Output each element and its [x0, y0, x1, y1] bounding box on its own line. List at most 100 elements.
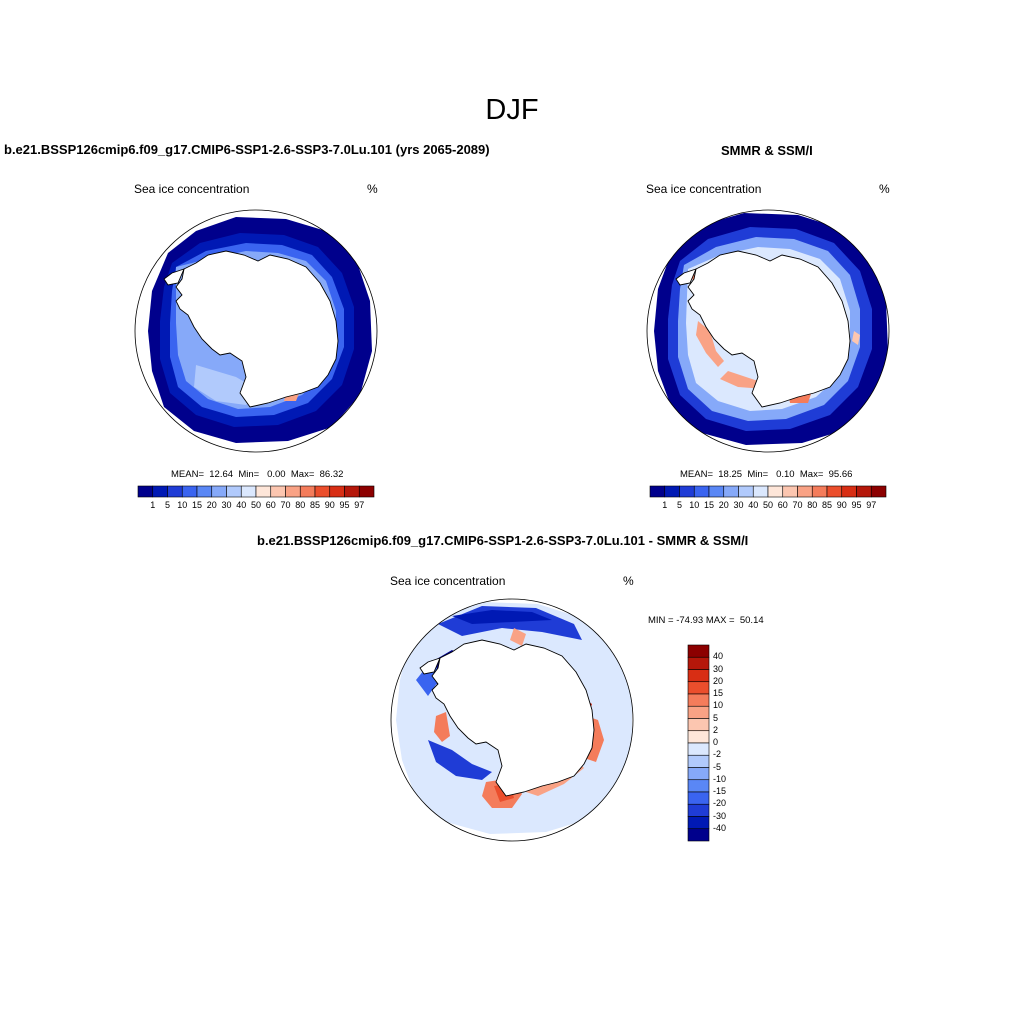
- colorbar-diff-tick-label: -40: [713, 822, 727, 833]
- colorbar-obs-cell: [826, 485, 843, 498]
- map-border-diff: [390, 598, 634, 842]
- colorbar-obs-tick-label: 70: [792, 500, 803, 510]
- colorbar-diff-cell: [687, 803, 710, 817]
- map-diff: [391, 599, 633, 841]
- colorbar-diff-tick-label: -15: [713, 786, 727, 796]
- colorbar-diff-cell: [687, 730, 710, 744]
- colorbar-obs-tick-label: 20: [718, 500, 729, 510]
- colorbar-model-cell: [167, 485, 183, 498]
- colorbar-diff: [687, 644, 710, 842]
- colorbar-obs-tick-label: 85: [821, 500, 832, 510]
- colorbar-obs-cell: [811, 485, 828, 498]
- colorbar-diff-cell: [687, 742, 710, 756]
- map-obs: [647, 210, 889, 452]
- colorbar-obs-cell: [797, 485, 813, 498]
- colorbar-obs-tick-label: 1: [662, 500, 668, 510]
- colorbar-obs-tick-label: 10: [689, 500, 700, 510]
- stats-diff: MIN = -74.93 MAX = 50.14: [648, 615, 764, 626]
- colorbar-obs-tick-label: 5: [676, 500, 682, 510]
- colorbar-obs-cell: [782, 485, 798, 498]
- colorbar-model-tick-label: 90: [324, 500, 335, 510]
- units-label-obs: %: [879, 182, 890, 196]
- colorbar-diff-tick-label: -2: [713, 749, 722, 760]
- colorbar-obs-tick-label: 40: [748, 500, 759, 510]
- colorbar-diff-cell: [687, 644, 710, 658]
- colorbar-model-cell: [344, 485, 360, 498]
- colorbar-model-cell: [152, 485, 168, 498]
- colorbar-diff-tick-label: 0: [713, 737, 719, 747]
- colorbar-model-cell: [329, 485, 345, 498]
- colorbar-obs-tick-label: 90: [836, 500, 847, 510]
- colorbar-diff-tick-label: -30: [713, 810, 727, 821]
- colorbar-model-cell: [240, 485, 257, 498]
- colorbar-obs-tick-label: 50: [762, 500, 773, 510]
- figure-title: DJF: [485, 94, 539, 126]
- colorbar-diff-tick-label: 2: [713, 724, 719, 735]
- colorbar-obs-cell: [693, 485, 710, 498]
- colorbar-model-cell: [255, 485, 272, 498]
- colorbar-model-cell: [299, 485, 316, 498]
- colorbar-obs-cell: [649, 485, 666, 498]
- panel-title-diff: b.e21.BSSP126cmip6.f09_g17.CMIP6-SSP1-2.…: [257, 533, 749, 548]
- units-label-diff: %: [623, 574, 634, 588]
- stats-model: MEAN= 12.64 Min= 0.00 Max= 86.32: [171, 469, 344, 480]
- colorbar-diff-cell: [687, 705, 710, 719]
- colorbar-obs-tick-label: 95: [851, 500, 862, 510]
- colorbar-diff-cell: [687, 767, 710, 781]
- stats-obs: MEAN= 18.25 Min= 0.10 Max= 95.66: [680, 469, 853, 480]
- colorbar-model-cell: [196, 485, 213, 498]
- colorbar-diff-tick-label: 30: [713, 663, 724, 674]
- map-border-model: [134, 209, 378, 453]
- colorbar-model-tick-label: 1: [150, 500, 156, 510]
- colorbar-obs-tick-label: 30: [733, 500, 744, 510]
- colorbar-obs-cell: [664, 485, 680, 498]
- variable-label-diff: Sea ice concentration: [390, 574, 506, 588]
- colorbar-model-tick-label: 95: [339, 500, 350, 510]
- colorbar-obs-cell: [708, 485, 725, 498]
- colorbar-diff-tick-label: 5: [713, 712, 719, 723]
- colorbar-model-cell: [358, 485, 375, 498]
- colorbar-model-tick-label: 5: [164, 500, 170, 510]
- colorbar-diff-cell: [687, 693, 710, 707]
- colorbar-diff-cell: [687, 681, 710, 695]
- colorbar-diff-cell: [687, 828, 710, 842]
- colorbar-diff-cell: [687, 779, 710, 793]
- colorbar-model-cell: [270, 485, 286, 498]
- colorbar-model-tick-label: 40: [236, 500, 247, 510]
- colorbar-diff-tick-label: 10: [713, 700, 724, 711]
- colorbar-model-tick-label: 30: [221, 500, 232, 510]
- colorbar-diff-cell: [687, 816, 710, 830]
- colorbar-diff-tick-label: -20: [713, 798, 727, 809]
- colorbar-diff-cell: [687, 669, 710, 683]
- map-model: [135, 210, 377, 452]
- colorbar-model: [137, 485, 375, 498]
- colorbar-obs-cell: [738, 485, 754, 498]
- colorbar-obs-cell: [870, 485, 887, 498]
- colorbar-obs-cell: [752, 485, 769, 498]
- colorbar-model-cell: [314, 485, 331, 498]
- variable-label-model: Sea ice concentration: [134, 182, 250, 196]
- colorbar-model-tick-label: 70: [280, 500, 291, 510]
- panel-title-model: b.e21.BSSP126cmip6.f09_g17.CMIP6-SSP1-2.…: [4, 142, 490, 157]
- colorbar-model-cell: [211, 485, 227, 498]
- colorbar-obs-tick-label: 15: [703, 500, 714, 510]
- colorbar-model-cell: [137, 485, 154, 498]
- units-label-model: %: [367, 182, 378, 196]
- colorbar-model-tick-label: 20: [206, 500, 217, 510]
- colorbar-model-tick-label: 15: [191, 500, 202, 510]
- colorbar-obs-tick-label: 97: [866, 500, 877, 510]
- colorbar-obs-cell: [841, 485, 857, 498]
- colorbar-obs: [649, 485, 887, 498]
- colorbar-diff-tick-label: -10: [713, 773, 727, 784]
- colorbar-model-tick-label: 60: [265, 500, 276, 510]
- colorbar-obs-tick-label: 80: [807, 500, 818, 510]
- colorbar-model-cell: [226, 485, 242, 498]
- map-border-obs: [646, 209, 890, 453]
- colorbar-model-tick-label: 50: [250, 500, 261, 510]
- colorbar-diff-cell: [687, 754, 710, 768]
- colorbar-diff-tick-label: -5: [713, 761, 722, 772]
- colorbar-diff-tick-label: 20: [713, 675, 724, 686]
- colorbar-diff-cell: [687, 791, 710, 805]
- colorbar-diff-tick-label: 40: [713, 651, 724, 662]
